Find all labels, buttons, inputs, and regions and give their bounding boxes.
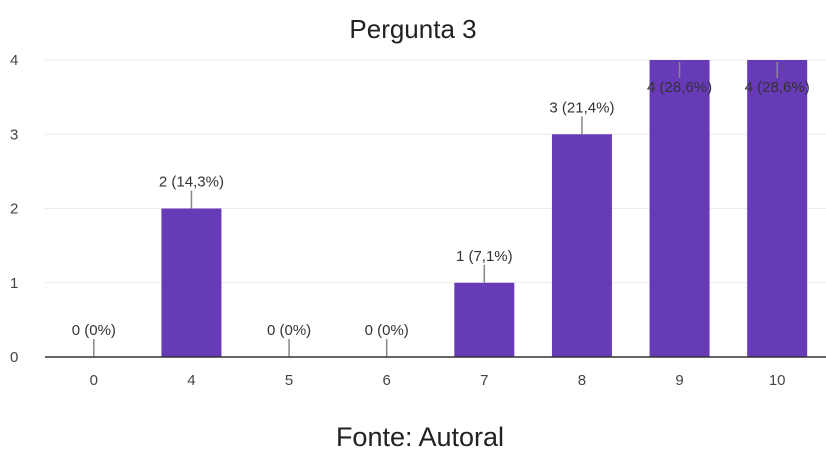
- bar-9: [650, 60, 710, 357]
- x-tick-label: 5: [285, 372, 293, 389]
- figure-caption: Fonte: Autoral: [336, 422, 504, 450]
- y-axis-ticks: 0 1 2 3 4: [10, 52, 18, 366]
- y-tick-label: 2: [10, 201, 18, 218]
- y-tick-label: 0: [10, 349, 18, 366]
- data-label-6: 0 (0%): [365, 322, 409, 339]
- bar-4: [161, 209, 221, 358]
- data-label-4: 2 (14,3%): [159, 174, 224, 191]
- x-axis-ticks: 0 4 5 6 7 8 9 10: [90, 372, 786, 389]
- x-tick-label: 4: [187, 372, 195, 389]
- bar-10: [747, 60, 807, 357]
- data-label-7: 1 (7,1%): [456, 248, 513, 265]
- x-tick-label: 6: [383, 372, 391, 389]
- x-tick-label: 0: [90, 372, 98, 389]
- data-label-0: 0 (0%): [72, 322, 116, 339]
- chart-title: Pergunta 3: [349, 14, 476, 44]
- data-label-8: 3 (21,4%): [549, 99, 614, 116]
- x-tick-label: 10: [769, 372, 786, 389]
- y-tick-label: 3: [10, 126, 18, 143]
- y-tick-label: 1: [10, 275, 18, 292]
- x-tick-label: 7: [480, 372, 488, 389]
- bar-8: [552, 134, 612, 357]
- data-label-10: 4 (28,6%): [745, 79, 810, 96]
- bar-7: [454, 283, 514, 357]
- x-tick-label: 8: [578, 372, 586, 389]
- data-label-9: 4 (28,6%): [647, 79, 712, 96]
- data-label-5: 0 (0%): [267, 322, 311, 339]
- x-tick-label: 9: [675, 372, 683, 389]
- y-tick-label: 4: [10, 52, 18, 69]
